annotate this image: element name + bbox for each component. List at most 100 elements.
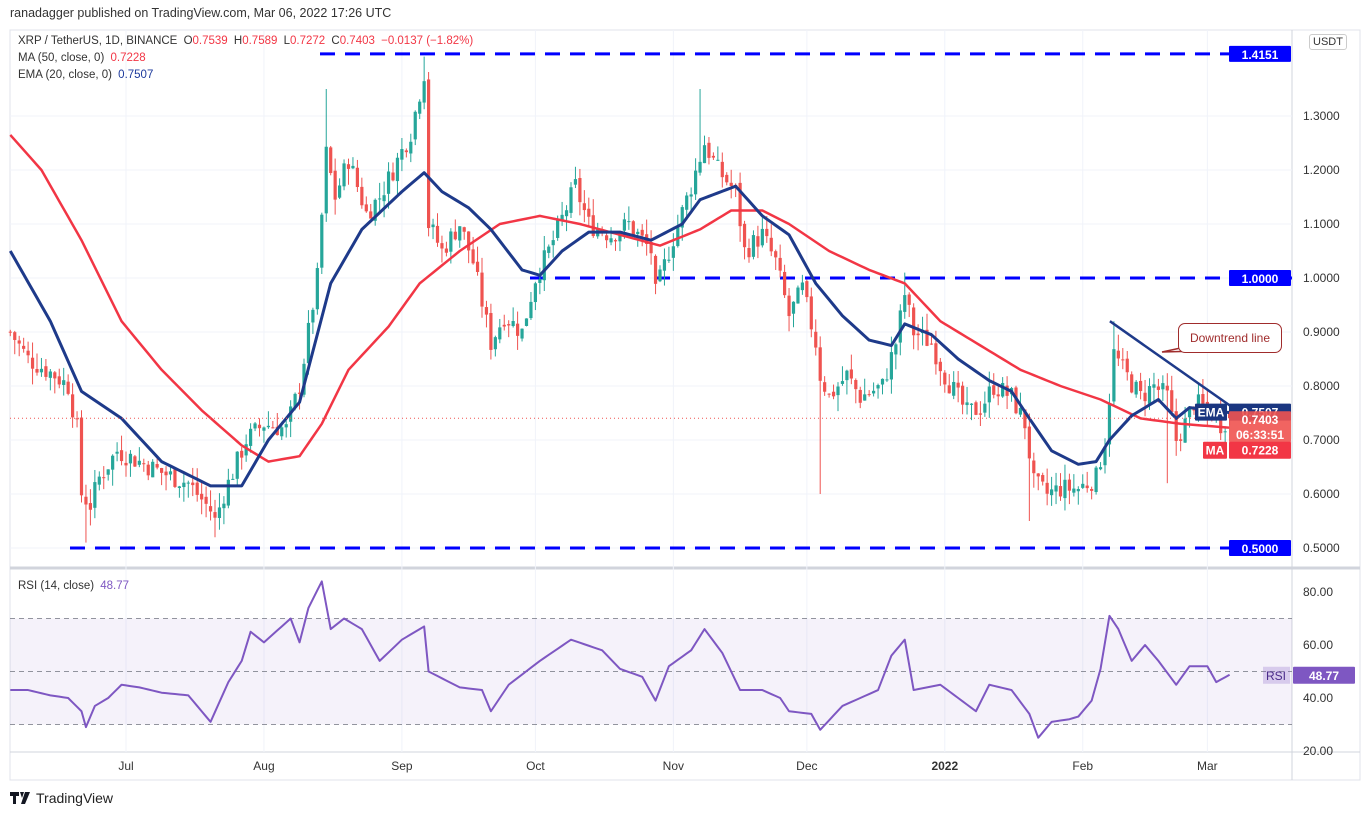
last-price-tag [1229, 411, 1291, 443]
date-tick: Sep [391, 759, 413, 773]
candle-body [182, 482, 186, 488]
candle-body [217, 507, 222, 519]
candle-body [698, 161, 702, 173]
candle-body [57, 376, 61, 385]
tradingview-logo[interactable]: TradingView [10, 790, 113, 806]
rsi-legend[interactable]: RSI (14, close) 48.77 [18, 580, 132, 592]
candle-body [386, 171, 391, 194]
candle-body [524, 318, 529, 326]
candle-body [484, 307, 489, 315]
symbol-title[interactable]: XRP / TetherUS, 1D, BINANCE [18, 35, 178, 47]
candle-body [146, 464, 150, 476]
ema20-line [8, 171, 1230, 488]
candle-body [93, 482, 97, 508]
date-tick: Oct [526, 759, 545, 773]
candle-body [155, 464, 159, 468]
candle-body [1001, 382, 1005, 397]
candle-body [1147, 386, 1152, 404]
price-tick: 0.6000 [1303, 487, 1340, 501]
candle-body [716, 159, 720, 161]
candle-body [1045, 482, 1049, 494]
candle-body [1067, 479, 1071, 491]
candle-body [956, 382, 960, 388]
candle-body [1107, 403, 1112, 445]
date-tick: Mar [1197, 759, 1218, 773]
candle-body [35, 368, 39, 373]
candle-body [302, 363, 306, 395]
candle-body [711, 155, 715, 158]
candle-body [685, 195, 689, 210]
rsi-label: RSI (14, close) [18, 580, 95, 592]
candle-body [1027, 426, 1031, 459]
candle-body [493, 337, 497, 350]
candle-body [324, 146, 328, 214]
candle-body [831, 391, 836, 397]
candle-body [551, 240, 555, 246]
price-tick: 1.2000 [1303, 163, 1340, 177]
price-tick: 1.1000 [1303, 217, 1340, 231]
candle-body [689, 194, 693, 197]
currency-button[interactable]: USDT [1309, 34, 1347, 50]
candle-body [618, 233, 622, 242]
candle-body [751, 235, 756, 257]
candle-body [814, 331, 818, 348]
candle-body [1170, 390, 1174, 412]
candle-body [560, 214, 564, 221]
rsi-tag-text: RSI [1266, 669, 1286, 683]
candle-body [1219, 413, 1223, 434]
ema-tag [1195, 403, 1227, 421]
candle-body [867, 394, 871, 396]
price-tick: 1.3000 [1303, 109, 1340, 123]
date-tick: Aug [253, 759, 274, 773]
candle-body [266, 425, 270, 428]
candle-body [458, 226, 462, 241]
candle-body [124, 462, 128, 466]
candle-body [631, 221, 635, 235]
candle-body [1152, 384, 1156, 388]
candle-body [240, 450, 244, 458]
candle-body [208, 506, 213, 512]
date-tick: Feb [1072, 759, 1093, 773]
candle-body [1072, 488, 1076, 493]
candle-body [787, 295, 791, 317]
candle-body [142, 463, 146, 465]
candle-body [840, 381, 845, 384]
candle-body [520, 328, 524, 339]
candle-body [765, 228, 769, 237]
candle-body [315, 268, 319, 310]
level-tag-high-text: 1.4151 [1242, 48, 1279, 62]
candle-body [1098, 467, 1103, 470]
candle-body [498, 327, 502, 340]
candle-body [400, 149, 404, 160]
candle-body [382, 195, 386, 202]
candle-body [1125, 358, 1129, 373]
rsi-tick: 40.00 [1303, 691, 1333, 705]
candle-body [342, 163, 346, 187]
candle-body [284, 424, 288, 428]
candle-body [151, 461, 155, 478]
price-tick: 0.8000 [1303, 379, 1340, 393]
ema-tag-text: EMA [1198, 406, 1225, 420]
candle-body [640, 229, 644, 236]
ema-legend[interactable]: EMA (20, close, 0) 0.7507 [18, 69, 156, 81]
candle-body [542, 250, 546, 281]
candle-body [1018, 407, 1023, 415]
candle-body [231, 478, 235, 480]
candle-body [213, 512, 217, 518]
candle-body [1187, 406, 1192, 418]
ma-legend[interactable]: MA (50, close, 0) 0.7228 [18, 52, 149, 64]
downtrend-line [1109, 320, 1242, 415]
candle-body [578, 177, 582, 203]
candle-body [435, 225, 440, 243]
rsi-tick: 80.00 [1303, 585, 1333, 599]
candle-body [547, 246, 551, 253]
rsi-value: 48.77 [100, 580, 130, 592]
level-tag-mid [1229, 270, 1291, 286]
candle-body [222, 503, 226, 509]
candle-body [1165, 385, 1169, 391]
downtrend-callout[interactable]: Downtrend line [1178, 323, 1282, 353]
candle-body [1103, 446, 1107, 466]
candle-body [427, 79, 431, 229]
ma-value: 0.7228 [110, 52, 146, 64]
